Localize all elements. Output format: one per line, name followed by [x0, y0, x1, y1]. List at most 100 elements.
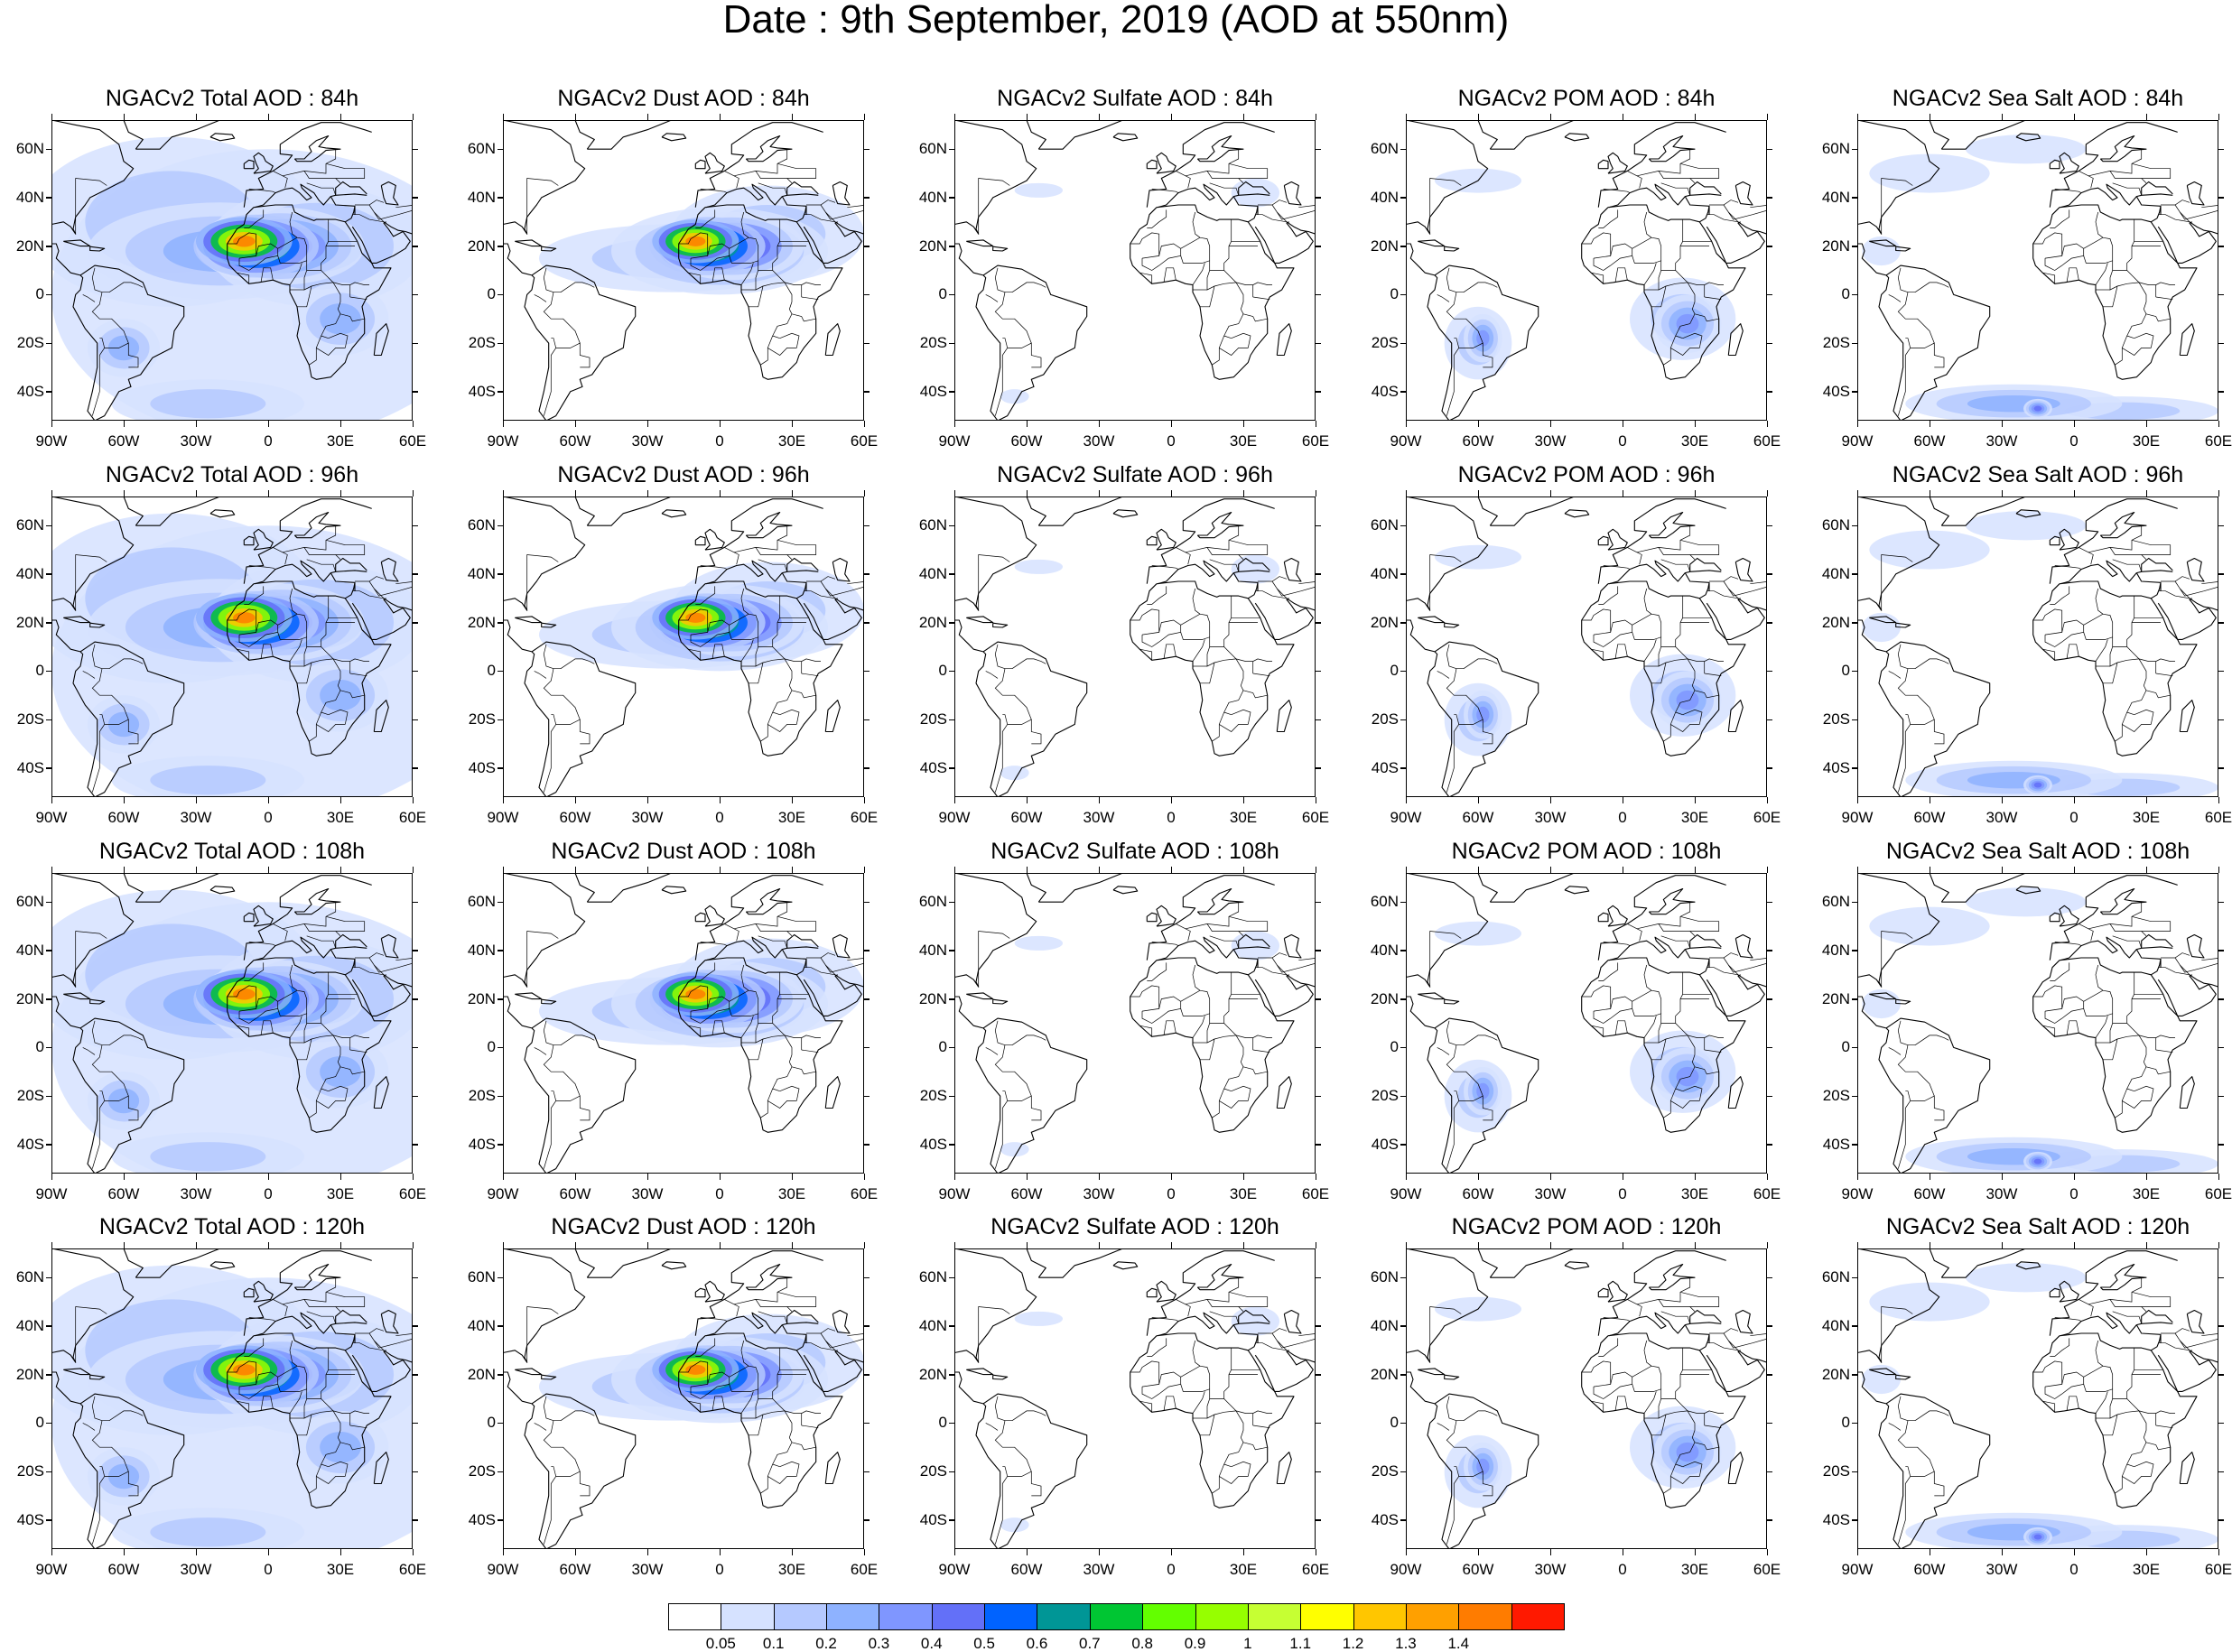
country-border: [2088, 902, 2143, 930]
country-border: [1910, 1471, 1945, 1497]
lon-tick: [267, 867, 269, 873]
lat-tick: [498, 1471, 503, 1473]
lat-tick: [864, 1374, 870, 1376]
lat-tick: [1400, 1519, 1406, 1521]
map-area: [503, 497, 864, 797]
country-border: [551, 1466, 557, 1477]
lon-tick: [412, 114, 414, 120]
coastline: [2049, 1287, 2060, 1298]
panel-title: NGACv2 Dust AOD : 96h: [557, 462, 810, 487]
coastline: [1689, 181, 1722, 196]
coastline: [1427, 1393, 1539, 1549]
lat-tick: [2218, 767, 2224, 769]
coastline: [1254, 598, 1314, 640]
lon-tick: [2001, 421, 2003, 427]
lat-tick: [1767, 767, 1772, 769]
country-border: [104, 1471, 139, 1497]
coastline: [2186, 181, 2205, 206]
coastline: [1238, 557, 1270, 572]
lon-tick-label: 30W: [1083, 432, 1115, 450]
country-border: [321, 270, 369, 285]
country-border: [1139, 1025, 1153, 1037]
lat-tick-label: 20S: [16, 710, 44, 729]
country-border: [1897, 1020, 1909, 1046]
country-border: [352, 967, 385, 976]
lat-tick: [1316, 1519, 1321, 1521]
country-border: [543, 1420, 581, 1472]
country-border: [2161, 200, 2190, 206]
lat-tick: [2218, 950, 2224, 951]
coastline: [383, 1350, 413, 1363]
coastline: [2186, 933, 2205, 959]
lat-tick: [1767, 148, 1772, 151]
country-border: [237, 1025, 250, 1037]
coastline: [2157, 221, 2217, 264]
lon-tick: [1026, 867, 1028, 873]
lat-tick-label: 40N: [918, 1316, 947, 1334]
country-border: [2145, 690, 2171, 699]
country-border: [1675, 282, 1696, 339]
coastline: [2060, 183, 2173, 209]
coastline: [704, 528, 725, 551]
lat-tick: [864, 342, 870, 345]
country-border: [1660, 241, 1684, 271]
country-border: [1728, 962, 1767, 973]
country-border: [2083, 989, 2114, 1016]
map-area: [954, 873, 1316, 1174]
coastline: [1609, 936, 1722, 961]
coastline: [1477, 497, 1576, 526]
country-border: [1463, 1410, 1498, 1421]
lat-tick: [949, 197, 954, 199]
lat-tick: [1767, 950, 1772, 951]
country-border: [2126, 1410, 2147, 1468]
lat-tick-label: 40S: [1822, 1135, 1850, 1153]
lat-tick-label: 20N: [1821, 613, 1850, 631]
coastline: [975, 265, 1088, 421]
country-border: [1704, 673, 1722, 677]
aod-map: [1406, 873, 1767, 1174]
lon-tick: [1694, 114, 1696, 120]
aod-plume: [1869, 530, 1990, 570]
lat-tick: [46, 573, 51, 575]
country-border: [690, 1011, 708, 1024]
country-border: [1158, 619, 1182, 643]
coastline: [2099, 135, 2147, 162]
coastline: [1248, 582, 1259, 599]
lat-tick: [949, 246, 954, 247]
country-border: [551, 1091, 557, 1101]
coastline: [345, 206, 356, 223]
lat-tick: [2218, 342, 2224, 345]
lat-tick: [864, 950, 870, 951]
country-border: [1603, 942, 1631, 946]
country-border: [2050, 962, 2070, 981]
coastline: [2059, 1280, 2079, 1303]
lon-tick-label: 30E: [1229, 432, 1258, 450]
lat-tick: [1767, 1144, 1772, 1146]
coastline: [1286, 598, 1316, 611]
country-border: [740, 639, 754, 662]
lon-tick: [123, 490, 125, 497]
lat-tick-label: 40N: [1821, 188, 1850, 206]
coastline: [1581, 204, 1746, 380]
lon-tick: [2145, 867, 2147, 873]
country-border: [277, 613, 308, 640]
coastline: [2189, 1350, 2218, 1363]
lat-tick: [1852, 246, 1857, 247]
country-border: [1209, 559, 1240, 572]
coastline: [227, 204, 392, 380]
lat-tick-label: 40S: [16, 1510, 44, 1528]
lat-tick-label: 20N: [1821, 1365, 1850, 1383]
coastline: [1112, 509, 1139, 518]
coastline: [1286, 1350, 1316, 1363]
lat-tick: [413, 670, 418, 673]
country-border: [2079, 923, 2094, 942]
coastline: [330, 1324, 356, 1343]
panel-title: NGACv2 Dust AOD : 84h: [557, 86, 810, 111]
country-border: [729, 989, 759, 1016]
country-border: [1163, 644, 1176, 659]
aod-map: [954, 120, 1316, 421]
country-border: [2088, 1277, 2143, 1305]
country-border: [2083, 237, 2114, 264]
coastline: [1929, 497, 2027, 526]
country-border: [1682, 1348, 1712, 1370]
